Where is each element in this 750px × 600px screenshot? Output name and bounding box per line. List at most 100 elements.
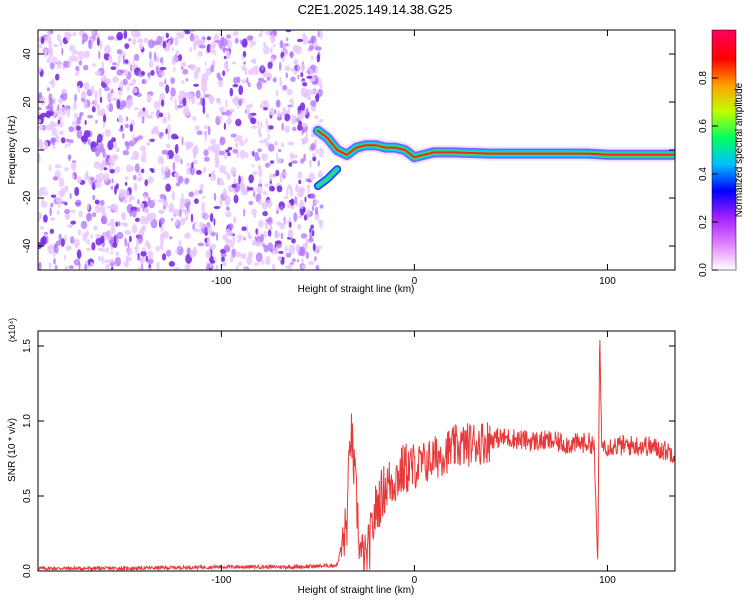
noise-speckle xyxy=(107,231,112,241)
noise-speckle xyxy=(288,221,292,228)
noise-speckle xyxy=(274,249,279,254)
noise-speckle xyxy=(221,256,225,263)
colorbar-ticks: 0.0 0.2 0.4 0.6 0.8 xyxy=(698,71,718,277)
noise-speckle xyxy=(94,180,102,189)
noise-speckle xyxy=(257,164,261,170)
noise-speckle xyxy=(291,258,296,263)
noise-speckle xyxy=(283,171,287,177)
noise-speckle xyxy=(110,89,114,94)
noise-speckle xyxy=(51,56,58,65)
noise-speckle xyxy=(133,246,139,251)
noise-speckle xyxy=(254,151,259,162)
noise-speckle xyxy=(310,143,316,151)
noise-speckle xyxy=(297,171,303,180)
noise-speckle xyxy=(228,223,234,230)
noise-speckle xyxy=(60,137,66,144)
noise-speckle xyxy=(166,124,172,134)
noise-speckle xyxy=(263,244,269,253)
noise-speckle xyxy=(193,70,199,80)
noise-speckle xyxy=(184,177,189,185)
noise-speckle xyxy=(110,66,117,71)
noise-speckle xyxy=(229,87,234,97)
noise-speckle xyxy=(289,188,294,197)
noise-speckle xyxy=(318,147,324,158)
noise-speckle xyxy=(98,87,102,98)
noise-speckle xyxy=(215,158,220,167)
noise-speckle xyxy=(56,59,62,70)
noise-speckle xyxy=(209,44,215,55)
noise-speckle xyxy=(122,132,125,139)
noise-speckle xyxy=(70,220,77,225)
noise-speckle xyxy=(139,256,145,264)
noise-speckle xyxy=(40,36,45,45)
noise-speckle xyxy=(101,255,104,265)
noise-speckle xyxy=(203,149,209,157)
noise-speckle xyxy=(279,76,283,87)
noise-speckle xyxy=(135,217,140,222)
noise-speckle xyxy=(94,199,100,205)
noise-speckle xyxy=(188,141,194,148)
noise-speckle xyxy=(310,224,314,230)
noise-speckle xyxy=(309,193,316,200)
noise-speckle xyxy=(269,173,273,182)
noise-speckle xyxy=(86,169,89,177)
noise-speckle xyxy=(265,255,271,266)
noise-speckle xyxy=(113,234,117,245)
noise-speckle xyxy=(109,218,115,227)
noise-speckle xyxy=(299,200,305,210)
noise-speckle xyxy=(45,124,53,131)
colorbar-tick-label: 0.4 xyxy=(698,167,709,181)
noise-speckle xyxy=(231,61,237,65)
noise-speckle xyxy=(148,200,156,209)
noise-speckle xyxy=(246,106,250,116)
noise-speckle xyxy=(102,77,108,83)
noise-speckle xyxy=(55,196,63,204)
noise-speckle xyxy=(123,189,130,198)
noise-speckle xyxy=(165,128,168,135)
noise-speckle xyxy=(61,88,67,94)
noise-speckle xyxy=(234,142,239,149)
noise-speckle xyxy=(209,260,216,264)
noise-speckle xyxy=(151,127,159,134)
noise-speckle xyxy=(291,154,299,158)
noise-speckle xyxy=(285,245,288,254)
noise-speckle xyxy=(164,165,169,172)
noise-speckle xyxy=(158,81,165,87)
noise-speckle xyxy=(42,47,49,56)
noise-speckle xyxy=(193,34,200,45)
noise-speckle xyxy=(215,264,219,270)
noise-speckle xyxy=(220,253,227,258)
noise-speckle xyxy=(94,204,102,214)
noise-speckle xyxy=(110,226,116,235)
noise-speckle xyxy=(53,97,56,105)
noise-speckle xyxy=(223,122,226,130)
noise-speckle xyxy=(222,188,227,198)
noise-speckle xyxy=(174,143,179,154)
noise-speckle xyxy=(40,97,46,106)
noise-speckle xyxy=(251,125,258,129)
noise-speckle xyxy=(124,123,129,129)
noise-speckle xyxy=(207,226,213,235)
noise-speckle xyxy=(202,195,206,200)
noise-speckle xyxy=(114,256,121,267)
noise-speckle xyxy=(317,170,323,178)
noise-speckle xyxy=(43,214,48,223)
noise-speckle xyxy=(265,218,271,223)
noise-speckle xyxy=(129,123,133,132)
noise-speckle xyxy=(286,37,289,42)
noise-speckle xyxy=(284,113,291,122)
noise-speckle xyxy=(251,66,254,76)
noise-speckle xyxy=(262,191,268,196)
noise-speckle xyxy=(304,196,307,203)
noise-speckle xyxy=(124,237,127,247)
y-tick-label: -40 xyxy=(22,238,33,253)
noise-speckle xyxy=(90,261,94,268)
noise-speckle xyxy=(156,35,163,46)
noise-speckle xyxy=(287,184,293,191)
noise-speckle xyxy=(304,88,312,97)
noise-speckle xyxy=(101,159,106,167)
noise-speckle xyxy=(205,249,212,259)
noise-speckle xyxy=(99,199,105,206)
noise-speckle xyxy=(56,33,61,42)
noise-speckle xyxy=(70,161,77,171)
